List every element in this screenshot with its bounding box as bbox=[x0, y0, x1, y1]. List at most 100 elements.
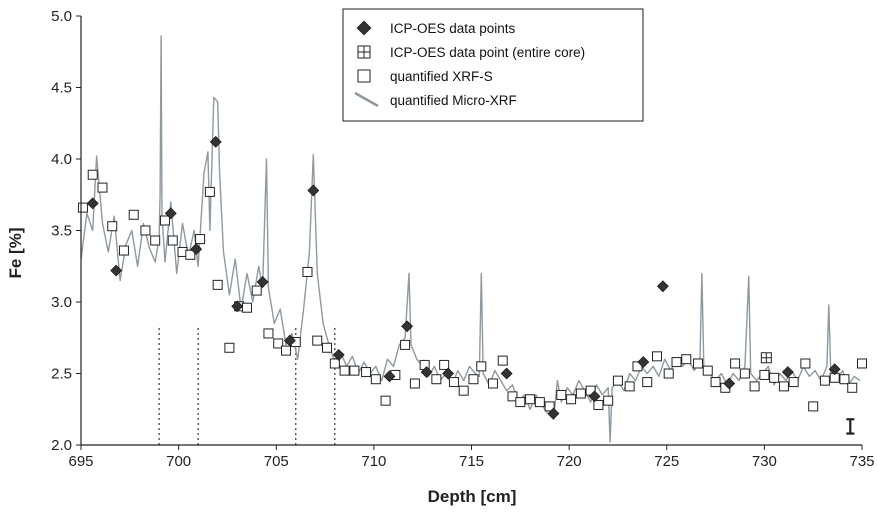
xrf-s-point bbox=[140, 225, 151, 236]
x-tick-label: 720 bbox=[557, 453, 582, 470]
icp-oes-point bbox=[588, 390, 601, 403]
legend-label-icp-oes: ICP-OES data points bbox=[390, 21, 516, 36]
xrf-s-point bbox=[302, 266, 313, 277]
xrf-s-point bbox=[566, 394, 577, 405]
y-tick-label: 3.5 bbox=[51, 223, 72, 240]
xrf-s-point bbox=[525, 394, 536, 405]
xrf-s-point bbox=[167, 235, 178, 246]
xrf-s-point bbox=[612, 375, 623, 386]
xrf-s-point bbox=[759, 369, 770, 380]
icp-oes-point bbox=[164, 207, 177, 220]
xrf-s-point bbox=[263, 328, 274, 339]
x-axis-ticks: 695 700 705 710 715 720 725 730 735 bbox=[68, 445, 875, 470]
xrf-s-point bbox=[195, 234, 206, 245]
icp-oes-point bbox=[637, 356, 650, 368]
xrf-s-point bbox=[409, 378, 420, 389]
xrf-s-point bbox=[847, 382, 858, 393]
xrf-s-point bbox=[322, 342, 333, 353]
xrf-s-point bbox=[507, 391, 518, 402]
xrf-s-point bbox=[97, 182, 108, 193]
icp-oes-point bbox=[307, 184, 320, 197]
xrf-s-point bbox=[159, 215, 170, 226]
xrf-s-point bbox=[819, 375, 830, 386]
icp-oes-series bbox=[86, 135, 841, 420]
xrf-s-point bbox=[702, 365, 713, 376]
icp-oes-point bbox=[723, 377, 736, 390]
xrf-s-point bbox=[624, 381, 635, 392]
legend-line-icon bbox=[354, 91, 379, 108]
x-tick-label: 725 bbox=[654, 453, 679, 470]
xrf-s-point bbox=[681, 354, 692, 365]
icp-oes-point bbox=[190, 243, 203, 256]
xrf-s-point bbox=[730, 358, 741, 369]
icp-oes-point bbox=[828, 363, 841, 376]
xrf-s-point bbox=[458, 385, 469, 396]
xrf-s-point bbox=[150, 235, 161, 246]
y-tick-label: 4.0 bbox=[51, 151, 72, 168]
xrf-s-point bbox=[839, 374, 850, 385]
xrf-s-point bbox=[749, 381, 760, 392]
xrf-s-point bbox=[251, 285, 262, 296]
xrf-s-point bbox=[534, 397, 545, 408]
y-tick-label: 5.0 bbox=[51, 8, 72, 25]
x-axis-title: Depth [cm] bbox=[428, 487, 517, 506]
y-axis-title: Fe [%] bbox=[6, 228, 25, 279]
icp-oes-point bbox=[283, 334, 296, 347]
xrf-s-point bbox=[476, 361, 487, 372]
xrf-s-point bbox=[204, 186, 215, 197]
x-tick-label: 705 bbox=[264, 453, 289, 470]
legend-box bbox=[342, 8, 644, 122]
xrf-s-point bbox=[77, 202, 88, 213]
icp-oes-point bbox=[110, 264, 123, 277]
x-tick-label: 700 bbox=[166, 453, 191, 470]
xrf-s-point bbox=[800, 358, 811, 369]
legend: ICP-OES data points ICP-OES data point (… bbox=[342, 8, 644, 122]
xrf-s-point bbox=[212, 279, 223, 290]
y-tick-label: 4.5 bbox=[51, 80, 72, 97]
icp-oes-point bbox=[401, 320, 413, 333]
xrf-s-point bbox=[808, 401, 819, 412]
xrf-s-point bbox=[544, 401, 555, 412]
xrf-s-point bbox=[651, 351, 662, 362]
depth-markers bbox=[158, 324, 336, 445]
xrf-s-point bbox=[778, 381, 789, 392]
xrf-s-point bbox=[87, 169, 98, 180]
xrf-s-point bbox=[128, 209, 139, 220]
icp-oes-point bbox=[656, 280, 669, 293]
xrf-s-point bbox=[515, 397, 526, 408]
xrf-s-point bbox=[107, 221, 118, 232]
x-tick-label: 735 bbox=[849, 453, 874, 470]
legend-label-icp-oes-entire-core: ICP-OES data point (entire core) bbox=[390, 45, 585, 60]
xrf-s-point bbox=[671, 357, 682, 368]
xrf-s-point bbox=[339, 365, 350, 376]
y-axis-ticks: 2.0 2.5 3.0 3.5 4.0 4.5 5.0 bbox=[51, 8, 81, 454]
icp-oes-point bbox=[209, 135, 222, 148]
xrf-s-point bbox=[769, 372, 780, 383]
xrf-s-point bbox=[692, 358, 703, 369]
xrf-s-point bbox=[603, 395, 614, 406]
xrf-s-point bbox=[380, 395, 391, 406]
legend-diamond-icon bbox=[356, 20, 372, 36]
y-tick-label: 3.0 bbox=[51, 294, 72, 311]
xrf-s-point bbox=[857, 358, 867, 369]
xrf-s-point bbox=[312, 335, 323, 346]
icp-oes-entire-core-series bbox=[760, 352, 772, 364]
legend-label-xrf-s: quantified XRF-S bbox=[390, 69, 493, 84]
xrf-s-point bbox=[556, 389, 567, 400]
xrf-s-point bbox=[439, 359, 450, 370]
x-tick-label: 710 bbox=[361, 453, 386, 470]
xrf-s-point bbox=[710, 377, 721, 388]
xrf-s-point bbox=[593, 399, 604, 410]
y-tick-label: 2.0 bbox=[51, 437, 72, 454]
xrf-s-point bbox=[281, 345, 292, 356]
xrf-s-point bbox=[497, 355, 508, 366]
icp-oes-point bbox=[332, 348, 345, 361]
xrf-s-point bbox=[642, 377, 653, 388]
x-tick-label: 730 bbox=[752, 453, 777, 470]
icp-oes-point bbox=[383, 370, 396, 383]
icp-oes-point bbox=[256, 276, 269, 288]
xrf-s-point bbox=[118, 245, 129, 256]
error-bar bbox=[846, 418, 855, 435]
xrf-s-point bbox=[487, 378, 498, 389]
